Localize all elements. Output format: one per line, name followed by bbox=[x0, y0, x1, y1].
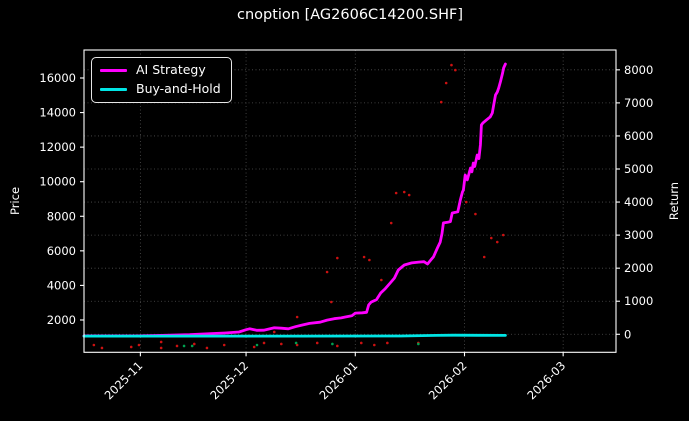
ai-strategy-line-swatch bbox=[100, 68, 127, 72]
red-scatter-point bbox=[454, 68, 457, 72]
left-tick-label: 2000 bbox=[47, 313, 76, 327]
green-scatter-point bbox=[182, 344, 186, 348]
green-scatter-point bbox=[255, 343, 259, 347]
green-scatter-point bbox=[417, 342, 420, 346]
legend-label: Buy-and-Hold bbox=[136, 81, 221, 96]
red-scatter-point bbox=[450, 63, 453, 67]
red-scatter-point bbox=[175, 344, 179, 348]
right-tick-label: 6000 bbox=[624, 129, 653, 143]
red-scatter-point bbox=[386, 341, 389, 345]
red-scatter-point bbox=[482, 255, 486, 259]
red-scatter-point bbox=[129, 345, 133, 349]
red-scatter-point bbox=[489, 236, 493, 240]
x-tick-label: 2025-12 bbox=[207, 359, 251, 403]
red-scatter-point bbox=[373, 343, 376, 347]
right-tick-label: 2000 bbox=[624, 261, 653, 275]
right-tick-label: 0 bbox=[624, 327, 631, 341]
right-axis-label: Return bbox=[667, 181, 681, 221]
right-tick-label: 1000 bbox=[624, 294, 653, 308]
red-scatter-point bbox=[407, 193, 411, 197]
right-tick-label: 8000 bbox=[624, 63, 653, 77]
red-scatter-point bbox=[359, 341, 363, 345]
red-scatter-point bbox=[92, 343, 96, 347]
left-tick-label: 12000 bbox=[39, 140, 76, 154]
red-scatter-point bbox=[159, 346, 163, 350]
red-scatter-point bbox=[362, 255, 366, 259]
red-scatter-point bbox=[295, 315, 299, 319]
x-tick-label: 2025-11 bbox=[102, 359, 146, 403]
left-tick-label: 14000 bbox=[39, 106, 76, 120]
green-scatter-point bbox=[294, 341, 298, 345]
x-tick-label: 2026-01 bbox=[317, 359, 361, 403]
red-scatter-point bbox=[279, 342, 283, 346]
red-scatter-point bbox=[262, 341, 266, 345]
green-scatter-point bbox=[331, 342, 334, 346]
red-scatter-point bbox=[368, 258, 371, 262]
left-tick-label: 10000 bbox=[39, 175, 76, 189]
right-tick-label: 3000 bbox=[624, 228, 653, 242]
right-tick-label: 4000 bbox=[624, 195, 653, 209]
red-scatter-point bbox=[495, 240, 499, 244]
red-scatter-point bbox=[137, 343, 141, 347]
red-scatter-point bbox=[325, 270, 329, 274]
red-scatter-point bbox=[474, 212, 477, 216]
left-tick-label: 8000 bbox=[47, 209, 76, 223]
red-scatter-point bbox=[380, 278, 383, 282]
right-tick-label: 7000 bbox=[624, 96, 653, 110]
right-tick-label: 5000 bbox=[624, 162, 653, 176]
red-scatter-point bbox=[394, 191, 398, 195]
red-scatter-point bbox=[159, 340, 163, 344]
buy-and-hold-line-swatch bbox=[100, 87, 127, 91]
red-scatter-point bbox=[205, 346, 209, 350]
red-scatter-point bbox=[439, 100, 443, 104]
ai-strategy-line bbox=[82, 62, 507, 338]
red-scatter-point bbox=[336, 344, 339, 348]
red-scatter-point bbox=[402, 190, 406, 194]
red-scatter-point bbox=[222, 343, 226, 347]
chart-title: cnoption [AG2606C14200.SHF] bbox=[236, 7, 464, 23]
red-scatter-point bbox=[192, 342, 196, 346]
red-scatter-point bbox=[252, 345, 256, 349]
left-tick-label: 16000 bbox=[39, 71, 76, 85]
left-axis-label: Price bbox=[8, 186, 22, 216]
x-tick-label: 2026-02 bbox=[426, 359, 470, 403]
red-scatter-point bbox=[389, 221, 393, 225]
buy-and-hold-line bbox=[82, 333, 507, 338]
legend-label: AI Strategy bbox=[136, 62, 206, 77]
legend: AI Strategy Buy-and-Hold bbox=[91, 57, 232, 103]
red-scatter-point bbox=[444, 81, 448, 85]
x-tick-label: 2026-03 bbox=[524, 359, 568, 403]
red-scatter-point bbox=[501, 233, 505, 237]
red-scatter-point bbox=[464, 200, 468, 204]
red-scatter-point bbox=[315, 341, 319, 345]
left-tick-label: 4000 bbox=[47, 278, 76, 292]
red-scatter-point bbox=[272, 330, 276, 334]
red-scatter-point bbox=[330, 300, 333, 304]
left-tick-label: 6000 bbox=[47, 244, 76, 258]
green-scatter-point bbox=[190, 344, 194, 348]
legend-item-ai-strategy: AI Strategy bbox=[100, 63, 221, 77]
red-scatter-point bbox=[100, 346, 104, 350]
red-scatter-point bbox=[295, 343, 299, 347]
red-scatter-point bbox=[336, 256, 339, 260]
legend-item-buy-and-hold: Buy-and-Hold bbox=[100, 82, 221, 96]
plot-border bbox=[83, 49, 617, 353]
